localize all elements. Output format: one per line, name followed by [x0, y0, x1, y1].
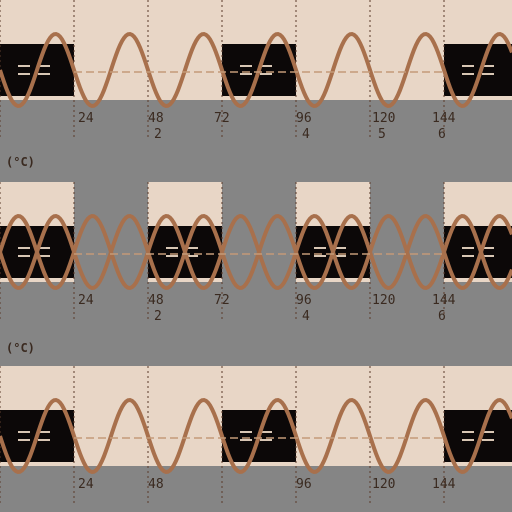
tile-panel — [74, 0, 148, 100]
tick-label: 2 — [154, 309, 162, 324]
tick-label: 4 — [302, 309, 310, 324]
tick-label: 48 — [148, 477, 164, 492]
tick-label: 120 — [372, 477, 395, 492]
tile-panel — [296, 366, 370, 466]
wave-line — [0, 213, 512, 291]
tick-label: 96 — [296, 111, 312, 126]
unit-label-1: (°C) — [6, 155, 35, 169]
tile-panel — [296, 0, 370, 100]
tick-label: 72 — [214, 111, 230, 126]
wave-line — [0, 31, 512, 109]
wave-line — [0, 213, 512, 291]
tile-band — [444, 226, 512, 278]
tick-label: 24 — [78, 293, 94, 308]
tile-panel — [148, 0, 222, 100]
unit-label-2: (°C) — [6, 341, 35, 355]
tile-panel — [370, 0, 444, 100]
tile-band — [444, 410, 512, 462]
tick-label: 96 — [296, 477, 312, 492]
tick-label: 24 — [78, 111, 94, 126]
tick-label: 4 — [302, 127, 310, 142]
tick-label: 120 — [372, 111, 395, 126]
wave-line — [0, 397, 512, 475]
tick-label: 120 — [372, 293, 395, 308]
tick-label: 5 — [378, 127, 386, 142]
tick-label: 6 — [438, 309, 446, 324]
tick-label: 2 — [154, 127, 162, 142]
tick-label: 144 — [432, 293, 456, 308]
tile-panel — [74, 366, 148, 466]
tick-label: 96 — [296, 293, 312, 308]
tile-panel — [370, 366, 444, 466]
tick-label: 24 — [78, 477, 94, 492]
tick-label: 144 — [432, 477, 456, 492]
tile-band — [444, 44, 512, 96]
labels-layer: (°C) (°C) — [6, 155, 35, 355]
tick-label: 72 — [214, 293, 230, 308]
tick-label: 48 — [148, 111, 164, 126]
tick-label: 48 — [148, 293, 164, 308]
tile-panel — [148, 366, 222, 466]
tick-label: 6 — [438, 127, 446, 142]
tick-label: 144 — [432, 111, 456, 126]
